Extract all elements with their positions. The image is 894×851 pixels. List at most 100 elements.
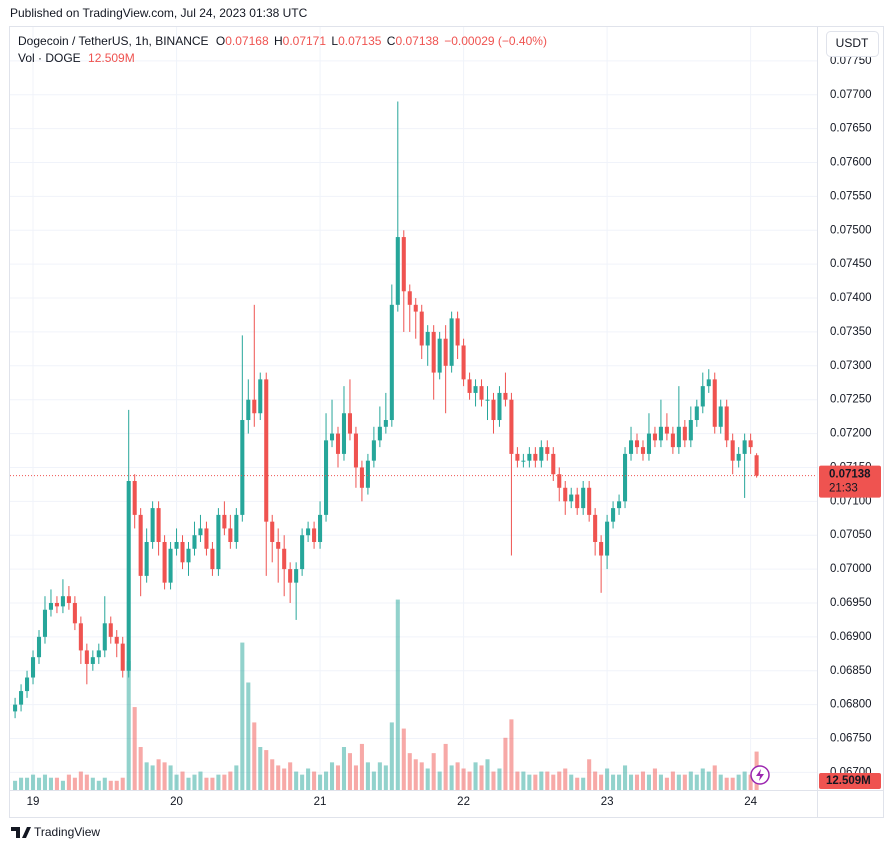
y-tick-label: 0.07100 <box>830 495 872 507</box>
volume-bar <box>628 774 634 790</box>
candle-body <box>700 386 705 407</box>
candle-body <box>623 453 628 502</box>
candle-body <box>449 318 454 366</box>
y-tick-label: 0.07000 <box>830 563 872 575</box>
volume-bar <box>162 762 167 790</box>
currency-button[interactable]: USDT <box>826 31 879 57</box>
volume-bar <box>132 707 137 790</box>
volume-bar <box>42 774 48 790</box>
volume-bar <box>599 774 604 790</box>
y-tick-label: 0.07600 <box>830 157 872 169</box>
volume-bar <box>688 771 693 790</box>
candle-body <box>431 331 436 373</box>
volume-bar <box>383 765 388 790</box>
candle-body <box>443 338 448 366</box>
volume-bar <box>192 774 197 790</box>
volume-bar <box>186 777 191 790</box>
candle-body <box>587 487 592 515</box>
volume-bar <box>156 759 161 790</box>
volume-bar <box>288 762 293 790</box>
volume-bar <box>353 765 358 790</box>
candle-body <box>126 481 131 671</box>
candle-body <box>383 420 388 427</box>
x-tick-label: 19 <box>27 796 40 808</box>
volume-bar <box>276 765 281 790</box>
candle-body <box>539 447 544 461</box>
footer-logo: TradingView <box>11 825 100 839</box>
candle-body <box>581 487 586 509</box>
currency-button-box[interactable] <box>826 31 879 57</box>
candle-body <box>264 379 269 522</box>
volume-bar <box>401 728 406 790</box>
candle-body <box>521 460 526 462</box>
y-tick-label: 0.07750 <box>830 55 872 67</box>
volume-bar <box>515 771 520 790</box>
last-price-tag <box>819 465 881 498</box>
countdown: 21:33 <box>829 483 858 495</box>
candle-body <box>288 569 293 583</box>
volume-bar <box>551 774 556 790</box>
volume-bar <box>670 771 675 790</box>
candle-body <box>353 433 358 468</box>
volume-bar <box>575 777 580 790</box>
volume-bar <box>682 774 687 790</box>
frame <box>9 26 884 818</box>
volume-bar <box>174 774 179 790</box>
volume-bar <box>114 780 119 790</box>
volume-bar <box>270 759 275 790</box>
y-tick-label: 0.06850 <box>830 665 872 677</box>
volume-bar <box>449 765 454 790</box>
volume-bar <box>234 765 239 790</box>
candle-body <box>467 379 472 393</box>
candle-body <box>533 453 538 461</box>
volume-bar <box>96 780 101 790</box>
candle-body <box>108 623 113 637</box>
currency-label[interactable]: USDT <box>836 36 869 50</box>
candle-body <box>742 440 747 454</box>
candle-body <box>347 413 352 434</box>
x-tick-label: 24 <box>744 796 757 808</box>
volume-bar <box>437 771 442 790</box>
legend-change: −0.00029 (−0.40%) <box>444 34 547 48</box>
candle-body <box>294 569 299 583</box>
candle-body <box>222 514 227 529</box>
volume-bar <box>329 762 335 790</box>
y-tick-label: 0.06750 <box>830 733 872 745</box>
candle-body <box>425 331 430 346</box>
volume-tag <box>819 773 881 789</box>
candle-body <box>706 379 711 387</box>
candle-body <box>78 623 83 651</box>
candle-body <box>718 406 723 427</box>
volume-bar <box>294 771 299 790</box>
last-price-label: 0.07138 <box>829 469 871 481</box>
volume-bar <box>407 753 412 790</box>
volume-bar <box>90 777 95 790</box>
candle-body <box>30 657 36 678</box>
volume-bar <box>736 774 741 790</box>
legend-close: 0.07138 <box>395 34 439 48</box>
candle-body <box>611 508 616 522</box>
candle-body <box>341 413 347 454</box>
candle-body <box>318 514 323 542</box>
volume-bar <box>742 771 747 790</box>
volume-bar <box>491 771 496 790</box>
volume-bar <box>341 747 347 790</box>
volume-bar <box>377 762 382 790</box>
candle-body <box>216 514 221 570</box>
candle-body <box>174 541 179 549</box>
volume-bar <box>473 762 478 790</box>
volume-bar <box>395 599 400 790</box>
candle-body <box>36 636 42 658</box>
candle-body <box>599 541 604 556</box>
volume-bar <box>228 771 233 790</box>
volume-bar <box>593 771 598 790</box>
volume-bar <box>30 774 36 790</box>
y-tick-label: 0.07250 <box>830 394 872 406</box>
volume-bar <box>48 777 53 790</box>
candle-body <box>377 426 382 441</box>
candle-body <box>557 474 562 488</box>
candle-body <box>114 636 119 644</box>
y-tick-label: 0.07550 <box>830 190 872 202</box>
y-tick-label: 0.07650 <box>830 123 872 135</box>
candle-body <box>371 440 376 461</box>
